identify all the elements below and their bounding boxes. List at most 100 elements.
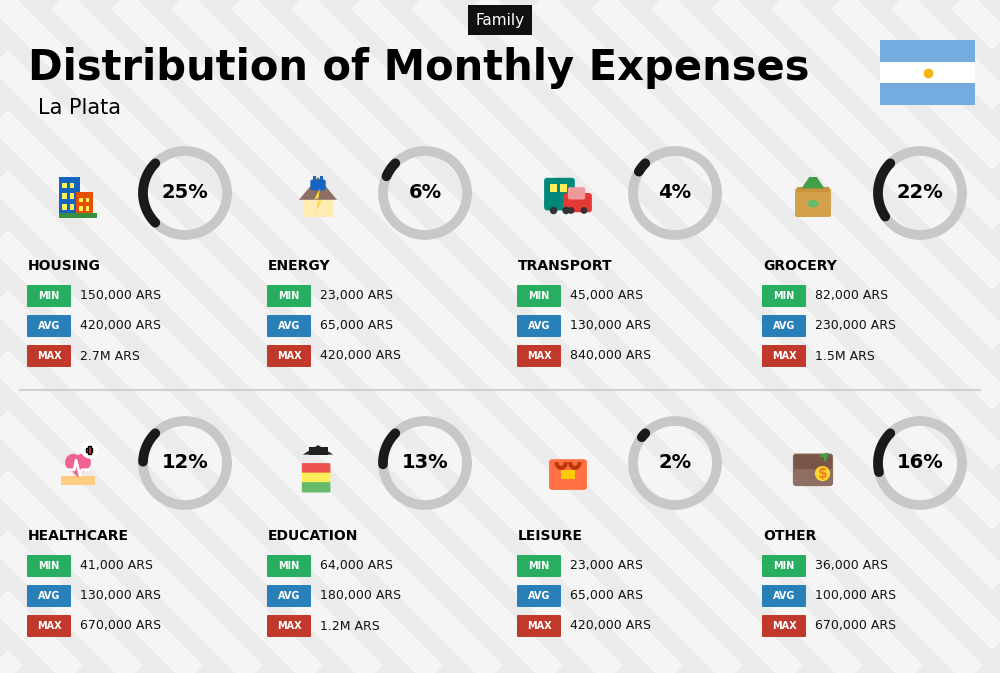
Polygon shape — [65, 464, 91, 477]
Text: 22%: 22% — [897, 184, 943, 203]
FancyBboxPatch shape — [27, 345, 71, 367]
Text: MAX: MAX — [527, 351, 551, 361]
FancyBboxPatch shape — [517, 285, 561, 307]
FancyBboxPatch shape — [86, 448, 92, 452]
Text: AVG: AVG — [278, 321, 300, 331]
FancyBboxPatch shape — [517, 585, 561, 607]
FancyBboxPatch shape — [762, 285, 806, 307]
FancyBboxPatch shape — [310, 180, 326, 190]
Text: MAX: MAX — [277, 351, 301, 361]
FancyBboxPatch shape — [793, 454, 833, 486]
Text: 2%: 2% — [658, 454, 692, 472]
FancyBboxPatch shape — [27, 585, 71, 607]
FancyBboxPatch shape — [797, 186, 829, 192]
Text: 100,000 ARS: 100,000 ARS — [815, 590, 896, 602]
FancyBboxPatch shape — [267, 285, 311, 307]
FancyBboxPatch shape — [88, 446, 91, 454]
FancyBboxPatch shape — [762, 315, 806, 337]
Text: EDUCATION: EDUCATION — [268, 529, 358, 543]
Circle shape — [562, 207, 570, 214]
FancyBboxPatch shape — [563, 193, 592, 212]
Ellipse shape — [807, 200, 819, 207]
Text: 670,000 ARS: 670,000 ARS — [815, 620, 896, 633]
FancyBboxPatch shape — [303, 200, 333, 217]
Text: Distribution of Monthly Expenses: Distribution of Monthly Expenses — [28, 47, 810, 89]
Text: HOUSING: HOUSING — [28, 259, 101, 273]
Text: MIN: MIN — [38, 561, 60, 571]
Circle shape — [81, 441, 98, 458]
Text: 16%: 16% — [897, 454, 943, 472]
Text: MAX: MAX — [527, 621, 551, 631]
FancyBboxPatch shape — [59, 213, 97, 217]
FancyBboxPatch shape — [762, 585, 806, 607]
Text: MIN: MIN — [528, 291, 550, 301]
Text: MIN: MIN — [278, 561, 300, 571]
FancyBboxPatch shape — [880, 40, 975, 62]
Text: 1.5M ARS: 1.5M ARS — [815, 349, 875, 363]
Text: 150,000 ARS: 150,000 ARS — [80, 289, 161, 302]
Text: La Plata: La Plata — [38, 98, 121, 118]
FancyBboxPatch shape — [549, 459, 587, 490]
Text: 41,000 ARS: 41,000 ARS — [80, 559, 153, 573]
Text: TRANSPORT: TRANSPORT — [518, 259, 613, 273]
Polygon shape — [299, 177, 337, 200]
Circle shape — [74, 454, 91, 470]
Text: 2.7M ARS: 2.7M ARS — [80, 349, 140, 363]
FancyBboxPatch shape — [59, 177, 80, 215]
Text: 65,000 ARS: 65,000 ARS — [320, 320, 393, 332]
Text: MIN: MIN — [278, 291, 300, 301]
FancyBboxPatch shape — [70, 182, 74, 188]
FancyBboxPatch shape — [313, 176, 316, 183]
FancyBboxPatch shape — [762, 615, 806, 637]
Text: 23,000 ARS: 23,000 ARS — [320, 289, 393, 302]
FancyBboxPatch shape — [62, 204, 67, 210]
Text: 36,000 ARS: 36,000 ARS — [815, 559, 888, 573]
FancyBboxPatch shape — [302, 482, 330, 493]
Text: 130,000 ARS: 130,000 ARS — [80, 590, 161, 602]
Text: 1.2M ARS: 1.2M ARS — [320, 620, 380, 633]
Text: OTHER: OTHER — [763, 529, 816, 543]
Text: 4%: 4% — [658, 184, 692, 203]
Text: MIN: MIN — [773, 561, 795, 571]
Polygon shape — [303, 445, 333, 454]
Text: 65,000 ARS: 65,000 ARS — [570, 590, 643, 602]
FancyBboxPatch shape — [86, 198, 89, 203]
Text: MIN: MIN — [773, 291, 795, 301]
Text: 45,000 ARS: 45,000 ARS — [570, 289, 643, 302]
FancyBboxPatch shape — [70, 204, 74, 210]
Text: AVG: AVG — [38, 591, 60, 601]
FancyBboxPatch shape — [27, 615, 71, 637]
FancyBboxPatch shape — [27, 315, 71, 337]
FancyBboxPatch shape — [550, 184, 557, 192]
Text: AVG: AVG — [773, 591, 795, 601]
FancyBboxPatch shape — [880, 83, 975, 105]
Text: MIN: MIN — [528, 561, 550, 571]
Text: MAX: MAX — [772, 621, 796, 631]
Text: LEISURE: LEISURE — [518, 529, 583, 543]
Text: MAX: MAX — [772, 351, 796, 361]
Text: 420,000 ARS: 420,000 ARS — [570, 620, 651, 633]
Text: 82,000 ARS: 82,000 ARS — [815, 289, 888, 302]
Polygon shape — [802, 177, 824, 188]
Text: AVG: AVG — [528, 321, 550, 331]
FancyBboxPatch shape — [880, 62, 975, 83]
Polygon shape — [314, 188, 322, 211]
FancyBboxPatch shape — [517, 615, 561, 637]
Circle shape — [550, 207, 557, 214]
FancyBboxPatch shape — [86, 206, 89, 211]
Text: 130,000 ARS: 130,000 ARS — [570, 320, 651, 332]
FancyBboxPatch shape — [517, 345, 561, 367]
FancyBboxPatch shape — [79, 206, 83, 211]
Text: AVG: AVG — [278, 591, 300, 601]
Text: MAX: MAX — [277, 621, 301, 631]
Text: 6%: 6% — [408, 184, 442, 203]
FancyBboxPatch shape — [308, 447, 328, 454]
FancyBboxPatch shape — [267, 315, 311, 337]
FancyBboxPatch shape — [267, 585, 311, 607]
Text: 670,000 ARS: 670,000 ARS — [80, 620, 161, 633]
FancyBboxPatch shape — [568, 187, 585, 199]
FancyBboxPatch shape — [79, 198, 83, 203]
FancyBboxPatch shape — [795, 188, 831, 217]
FancyBboxPatch shape — [267, 615, 311, 637]
Polygon shape — [61, 476, 95, 485]
